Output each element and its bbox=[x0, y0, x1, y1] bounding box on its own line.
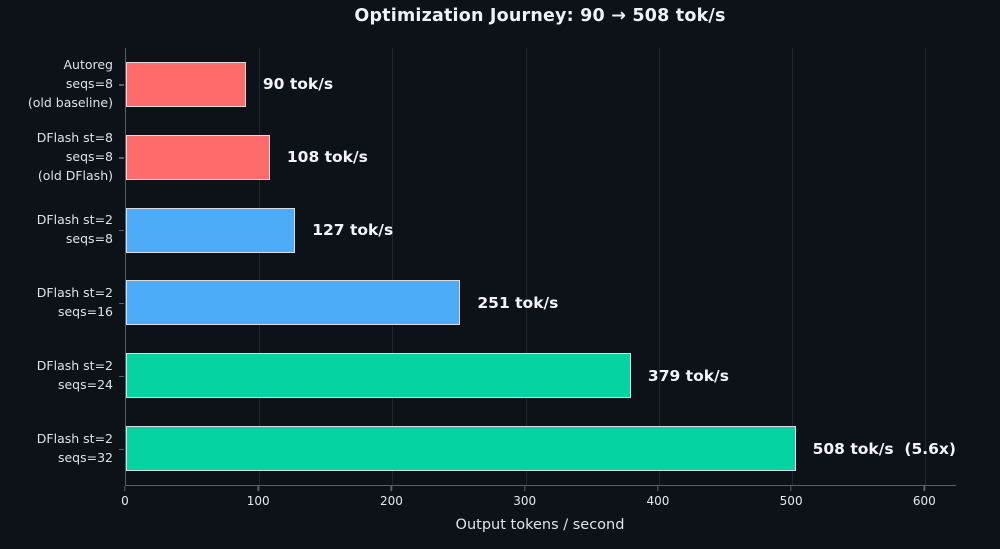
plot-area: 90 tok/s 108 tok/s 127 tok/s 251 tok/s 379 t… bbox=[125, 48, 956, 486]
x-tick-mark bbox=[923, 486, 925, 491]
y-label-cell: DFlash st=8 seqs=8 (old DFlash) bbox=[0, 121, 125, 194]
bar-value-label: 251 tok/s bbox=[477, 293, 559, 312]
x-tick-label: 600 bbox=[912, 494, 936, 508]
x-tick-mark bbox=[657, 486, 659, 491]
y-label-cell: DFlash st=2 seqs=24 bbox=[0, 339, 125, 412]
chart-title: Optimization Journey: 90 → 508 tok/s bbox=[354, 6, 726, 26]
y-tick-label: DFlash st=2 seqs=24 bbox=[36, 357, 113, 392]
gridline bbox=[658, 48, 660, 485]
y-label-cell: Autoreg seqs=8 (old baseline) bbox=[0, 48, 125, 121]
gridline bbox=[925, 48, 927, 485]
x-tick-label: 400 bbox=[646, 494, 670, 508]
bar bbox=[126, 353, 631, 399]
x-tick-label: 100 bbox=[246, 494, 270, 508]
gridline bbox=[525, 48, 527, 485]
bar-row: 90 tok/s bbox=[126, 48, 956, 121]
y-tick-label: DFlash st=2 seqs=16 bbox=[36, 285, 113, 319]
y-tick-mark bbox=[119, 84, 124, 86]
gridline bbox=[392, 48, 394, 485]
bar bbox=[126, 280, 461, 326]
bar-row: 508 tok/s (5.6x) bbox=[126, 412, 956, 485]
x-axis-title: Output tokens / second bbox=[455, 517, 625, 533]
y-tick-label: Autoreg seqs=8 (old baseline) bbox=[27, 57, 113, 110]
bar-value-label: 508 tok/s (5.6x) bbox=[812, 439, 956, 458]
x-tick-label: 200 bbox=[379, 494, 403, 508]
y-tick-mark bbox=[119, 157, 124, 159]
bar-row: 127 tok/s bbox=[126, 194, 956, 267]
bar-value-label: 127 tok/s bbox=[312, 221, 394, 240]
bar bbox=[126, 426, 796, 472]
y-tick-label: DFlash st=2 seqs=8 bbox=[36, 212, 113, 247]
y-tick-mark bbox=[119, 230, 124, 232]
y-axis-labels: Autoreg seqs=8 (old baseline) DFlash st=8… bbox=[0, 48, 125, 485]
x-tick-mark bbox=[524, 486, 526, 491]
y-tick-mark bbox=[119, 302, 124, 305]
x-tick-label: 500 bbox=[779, 494, 803, 508]
bar-value-label: 90 tok/s bbox=[262, 75, 334, 94]
x-tick-label: 0 bbox=[121, 494, 129, 508]
x-tick-mark bbox=[390, 486, 393, 491]
y-label-cell: DFlash st=2 seqs=8 bbox=[0, 194, 125, 267]
bar-row: 251 tok/s bbox=[126, 266, 956, 339]
gridline bbox=[792, 48, 794, 485]
bar bbox=[126, 61, 246, 107]
y-label-cell: DFlash st=2 seqs=16 bbox=[0, 266, 125, 339]
x-tick-mark bbox=[790, 486, 792, 491]
x-axis: 0 100 200 300 400 500 600 bbox=[121, 486, 955, 516]
bar-value-label: 108 tok/s bbox=[286, 148, 368, 167]
y-tick-mark bbox=[119, 448, 124, 450]
x-tick-mark bbox=[124, 486, 126, 491]
bar-row: 379 tok/s bbox=[126, 339, 956, 412]
bars-container: 90 tok/s 108 tok/s 127 tok/s 251 tok/s 379 t… bbox=[126, 48, 956, 485]
x-tick-label: 300 bbox=[513, 494, 537, 508]
bar bbox=[126, 134, 270, 180]
x-tick-mark bbox=[257, 486, 259, 491]
gridline bbox=[259, 48, 261, 485]
y-tick-label: DFlash st=2 seqs=32 bbox=[36, 430, 113, 465]
bar-value-label: 379 tok/s bbox=[647, 366, 729, 385]
y-tick-label: DFlash st=8 seqs=8 (old DFlash) bbox=[36, 130, 113, 183]
bar-row: 108 tok/s bbox=[126, 121, 956, 194]
y-tick-mark bbox=[119, 375, 124, 378]
bar bbox=[126, 207, 296, 253]
y-label-cell: DFlash st=2 seqs=32 bbox=[0, 412, 125, 485]
